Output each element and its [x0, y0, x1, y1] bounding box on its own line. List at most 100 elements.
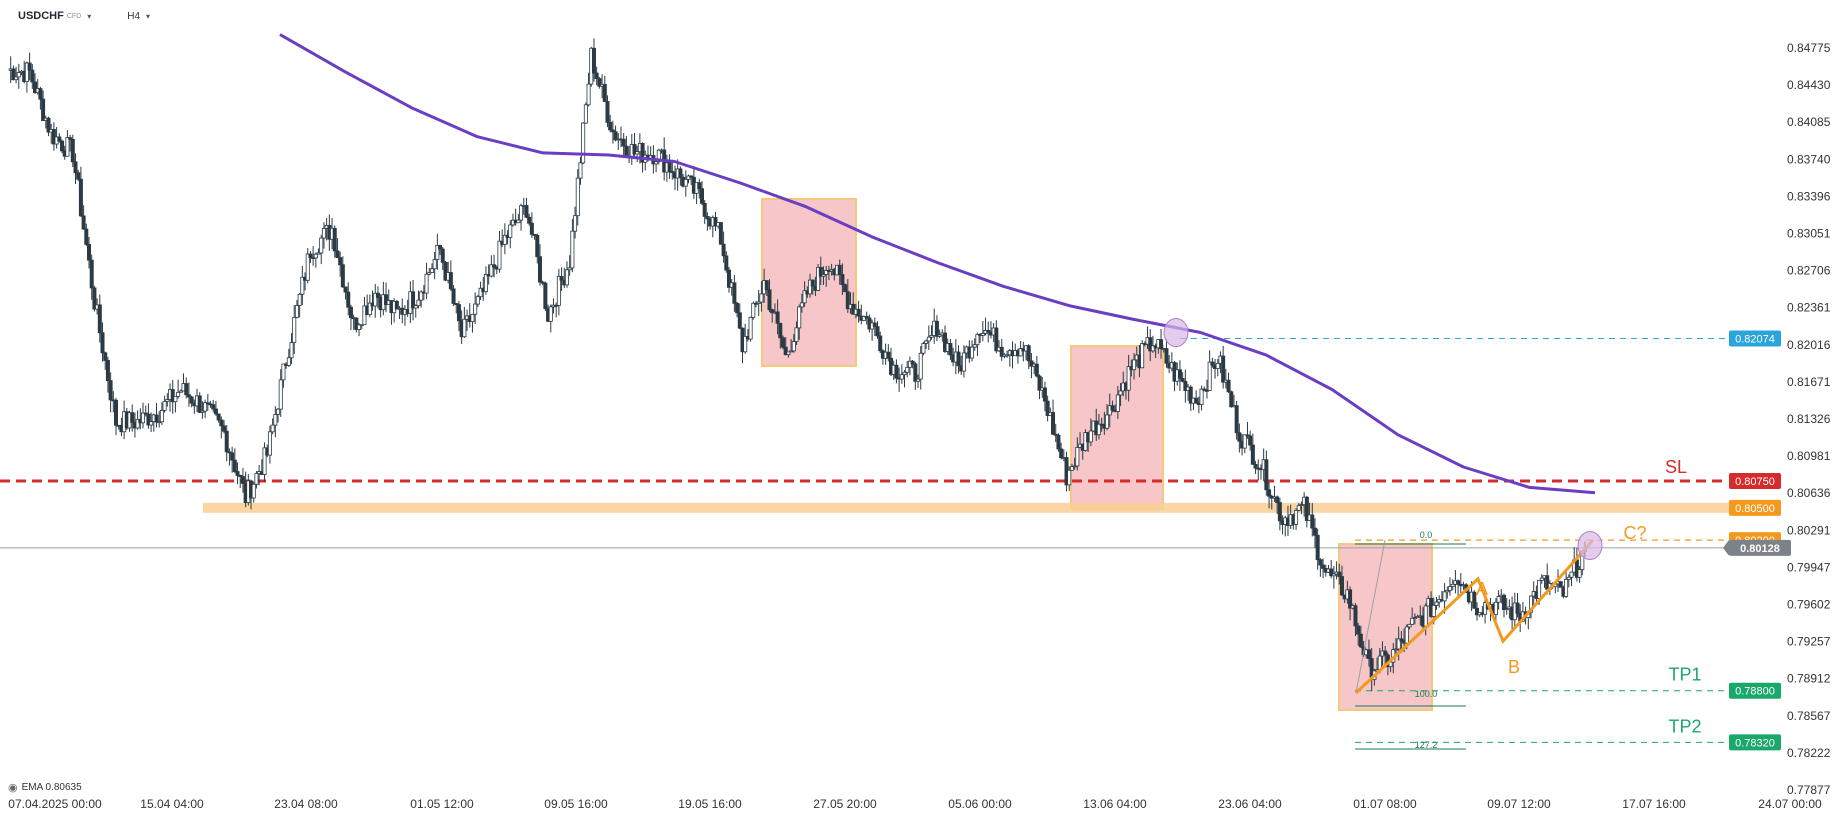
- candle: [1115, 385, 1120, 419]
- candle: [543, 281, 548, 312]
- candle-body: [1215, 362, 1220, 369]
- candle-body: [357, 324, 362, 330]
- candle-body: [532, 233, 537, 236]
- candle-body: [748, 316, 753, 340]
- candle: [808, 273, 813, 298]
- candle-body: [354, 317, 359, 330]
- candle-body: [591, 47, 596, 74]
- candle: [240, 467, 245, 493]
- candle-body: [999, 346, 1004, 357]
- ema-line: [279, 33, 1596, 495]
- candle-body: [213, 408, 218, 415]
- candle-body: [581, 122, 586, 164]
- candle: [16, 63, 21, 89]
- candle: [724, 251, 729, 273]
- candle-body: [173, 395, 178, 403]
- candle: [699, 181, 704, 206]
- y-tick-label: 0.79602: [1787, 598, 1831, 612]
- candle-body: [114, 399, 119, 426]
- candle: [1207, 350, 1212, 391]
- candle-body: [143, 412, 148, 415]
- candle-body: [810, 279, 815, 287]
- candle: [697, 178, 702, 199]
- candle-body: [278, 379, 283, 410]
- y-tick-label: 0.83740: [1787, 152, 1831, 166]
- candle-body: [184, 383, 189, 396]
- candle-body: [57, 136, 62, 142]
- candle-body: [1245, 434, 1250, 437]
- candle: [1393, 637, 1398, 655]
- candle-body: [1029, 360, 1034, 367]
- candle-body: [435, 245, 440, 260]
- candle-body: [559, 276, 564, 281]
- candle-body: [564, 269, 569, 286]
- candle-body: [718, 222, 723, 245]
- candle-body: [535, 234, 540, 258]
- price-tag-text: 0.78320: [1735, 737, 1775, 749]
- candle-body: [1348, 589, 1353, 609]
- candle: [316, 248, 321, 255]
- candle: [313, 252, 318, 268]
- candle-body: [735, 302, 740, 314]
- candle-body: [262, 447, 267, 475]
- candle-body: [1018, 348, 1023, 357]
- candle: [864, 311, 869, 325]
- candle-body: [756, 301, 761, 304]
- price-tag-bg: [1729, 539, 1791, 556]
- candle: [230, 446, 235, 473]
- candle-body: [548, 306, 553, 322]
- candle: [594, 66, 599, 86]
- y-tick-label: 0.78912: [1787, 672, 1831, 686]
- candle: [65, 130, 70, 157]
- candle: [189, 395, 194, 408]
- x-tick-label: 09.05 16:00: [544, 797, 608, 811]
- candle: [937, 329, 942, 338]
- candle-body: [41, 98, 46, 121]
- candle-body: [1493, 601, 1498, 616]
- candle-body: [789, 350, 794, 353]
- candle: [1504, 598, 1509, 615]
- candle: [1132, 353, 1137, 380]
- timeframe-chevron-icon[interactable]: ▾: [146, 11, 151, 21]
- candle-body: [837, 264, 842, 275]
- candle: [821, 266, 826, 285]
- candle: [718, 222, 723, 245]
- candle-body: [300, 276, 305, 295]
- candle-body: [808, 279, 813, 295]
- candle-body: [413, 305, 418, 309]
- candle-body: [670, 171, 675, 174]
- candle: [1056, 433, 1061, 452]
- y-tick-label: 0.82706: [1787, 264, 1831, 278]
- candle-body: [1456, 580, 1461, 585]
- candle: [338, 251, 343, 277]
- timeframe-label[interactable]: H4: [127, 10, 141, 22]
- candle-body: [338, 257, 343, 266]
- candle-body: [489, 264, 494, 277]
- x-tick-label: 23.04 08:00: [274, 797, 338, 811]
- eye-icon[interactable]: ◉: [8, 782, 18, 794]
- candle: [270, 418, 275, 435]
- candle-body: [97, 304, 102, 334]
- y-tick-label: 0.81671: [1787, 375, 1831, 389]
- candle-body: [916, 378, 921, 382]
- candle: [76, 169, 81, 182]
- candle-body: [1410, 617, 1415, 625]
- chevron-down-icon[interactable]: ▾: [87, 11, 92, 21]
- candle: [33, 73, 38, 94]
- y-tick-label: 0.78567: [1787, 709, 1831, 723]
- candle-body: [621, 138, 626, 147]
- candle-body: [786, 351, 791, 356]
- candle: [346, 282, 351, 316]
- candle-body: [1105, 414, 1110, 429]
- candle-body: [602, 83, 607, 102]
- candle-body: [149, 421, 154, 426]
- candle: [186, 382, 191, 407]
- symbol-label[interactable]: USDCHF: [18, 10, 64, 22]
- candle: [1304, 495, 1309, 528]
- candle: [613, 125, 618, 142]
- candle: [532, 233, 537, 240]
- x-tick-label: 09.07 12:00: [1487, 797, 1551, 811]
- candle-body: [764, 280, 769, 291]
- candle-body: [1566, 576, 1571, 580]
